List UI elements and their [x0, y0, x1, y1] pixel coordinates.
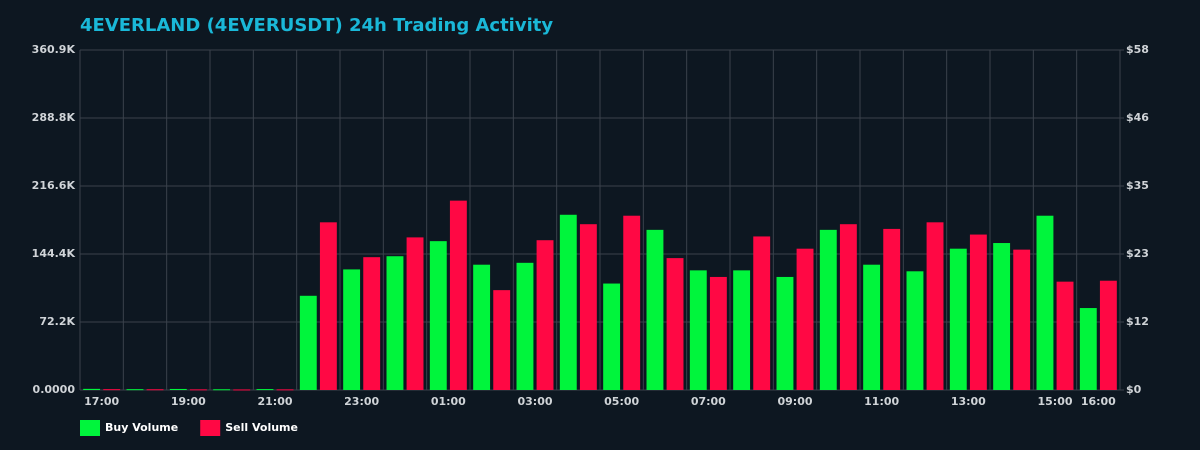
x-tick-label: 05:00	[604, 395, 639, 408]
y2-tick-label: $23	[1126, 247, 1149, 260]
y2-tick-label: $46	[1126, 111, 1149, 124]
x-tick-label: 09:00	[777, 395, 812, 408]
bar	[343, 269, 361, 390]
bar	[213, 389, 231, 391]
bar	[733, 270, 751, 390]
bar	[646, 229, 664, 390]
bar	[429, 241, 447, 390]
bar	[233, 389, 251, 391]
y2-tick-label: $58	[1126, 43, 1149, 56]
bar	[1079, 308, 1097, 390]
bar	[493, 290, 511, 390]
bar	[189, 389, 207, 391]
bar	[319, 222, 337, 390]
bar	[363, 257, 381, 390]
bar	[256, 389, 274, 391]
bar	[969, 234, 987, 390]
bar	[906, 271, 924, 390]
bar	[516, 262, 534, 390]
bar	[949, 248, 967, 390]
x-tick-label: 07:00	[691, 395, 726, 408]
legend-label: Sell Volume	[225, 421, 298, 434]
bar	[709, 276, 727, 390]
x-tick-label: 23:00	[344, 395, 379, 408]
y2-tick-label: $12	[1126, 315, 1149, 328]
y-tick-label: 72.2K	[39, 315, 75, 328]
bar	[926, 222, 944, 390]
bar	[103, 389, 121, 391]
bar	[993, 243, 1011, 390]
bar	[473, 264, 491, 390]
y-tick-label: 288.8K	[32, 111, 76, 124]
y-tick-label: 216.6K	[32, 179, 76, 192]
bar	[1036, 215, 1054, 390]
y-tick-label: 144.4K	[32, 247, 76, 260]
bar	[146, 389, 164, 391]
bar	[796, 248, 814, 390]
chart-title: 4EVERLAND (4EVERUSDT) 24h Trading Activi…	[80, 15, 553, 36]
bar	[386, 256, 404, 390]
x-tick-label: 16:00	[1081, 395, 1116, 408]
bar	[299, 295, 317, 390]
bar	[536, 240, 554, 390]
bar	[1056, 281, 1074, 390]
bar	[863, 264, 881, 390]
bar	[449, 200, 467, 390]
bar	[603, 283, 621, 390]
bar	[883, 228, 901, 390]
bar	[776, 276, 794, 390]
bar	[1013, 249, 1031, 390]
x-tick-label: 03:00	[517, 395, 552, 408]
bar	[559, 214, 577, 390]
x-tick-label: 17:00	[84, 395, 119, 408]
legend-swatch	[80, 420, 100, 436]
bar	[276, 389, 294, 391]
x-tick-label: 01:00	[431, 395, 466, 408]
bar	[819, 229, 837, 390]
y-tick-label: 360.9K	[32, 43, 76, 56]
y2-tick-label: $35	[1126, 179, 1149, 192]
x-tick-label: 21:00	[257, 395, 292, 408]
x-tick-label: 19:00	[171, 395, 206, 408]
bar	[579, 224, 597, 390]
y2-tick-label: $0	[1126, 383, 1142, 396]
x-tick-label: 11:00	[864, 395, 899, 408]
bar	[839, 224, 857, 390]
bar	[169, 388, 187, 390]
bar	[689, 270, 707, 390]
legend-swatch	[200, 420, 221, 436]
bar	[753, 236, 771, 390]
bar	[666, 258, 684, 390]
bar	[406, 237, 424, 390]
bar	[83, 388, 101, 390]
bar	[1099, 280, 1117, 390]
legend-label: Buy Volume	[105, 421, 178, 434]
x-tick-label: 15:00	[1037, 395, 1072, 408]
bar	[126, 389, 144, 391]
bar	[623, 215, 641, 390]
x-tick-label: 13:00	[951, 395, 986, 408]
y-tick-label: 0.0000	[33, 383, 76, 396]
